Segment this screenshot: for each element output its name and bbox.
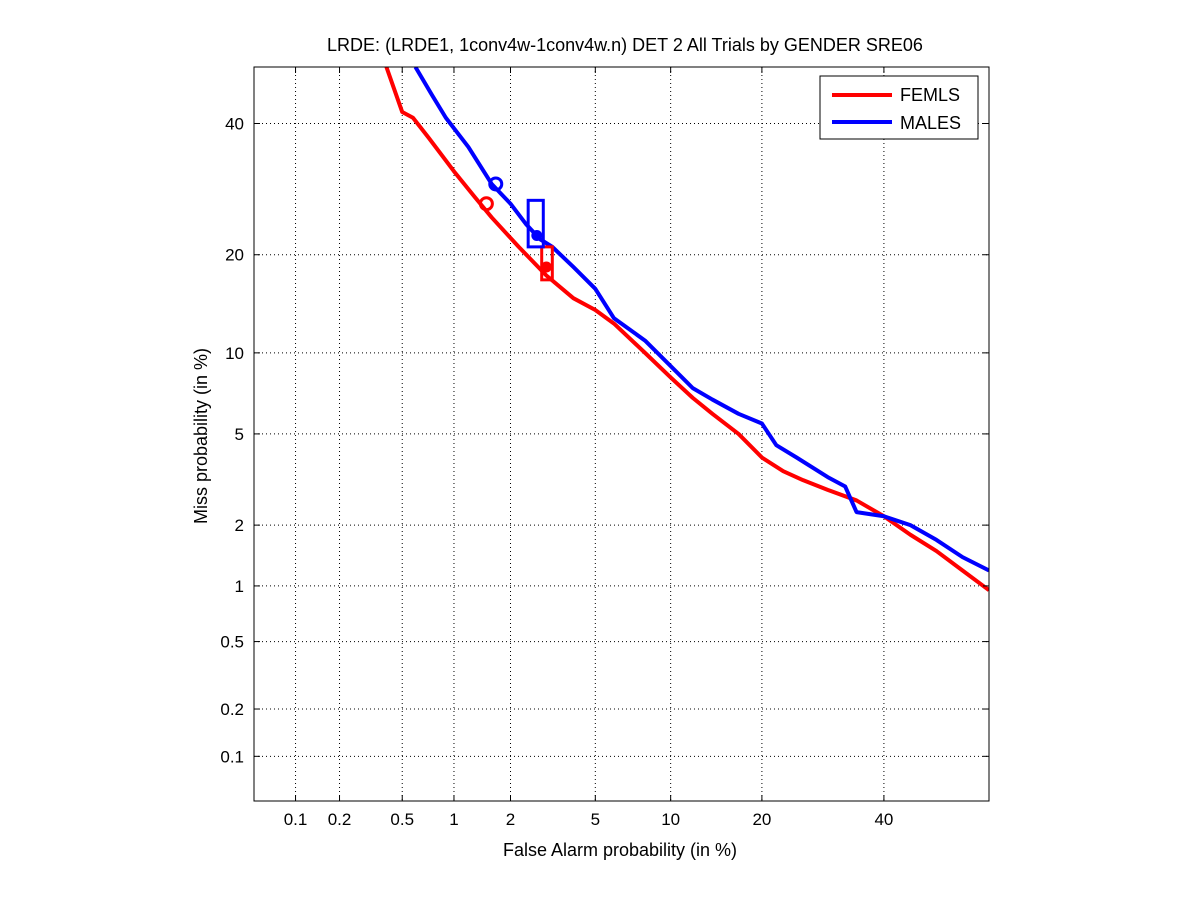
min-dcf-circle-males — [488, 176, 504, 192]
x-tick-label: 20 — [752, 810, 771, 829]
grid-lines — [254, 67, 989, 801]
act-dcf-box-males — [526, 198, 545, 249]
min-dcf-circle-femls — [478, 196, 494, 212]
legend-label-femls: FEMLS — [900, 85, 960, 105]
x-tick-label: 40 — [874, 810, 893, 829]
x-tick-label: 1 — [449, 810, 458, 829]
act-dcf-box-femls — [540, 245, 554, 282]
x-tick-label: 0.5 — [390, 810, 414, 829]
chart-title: LRDE: (LRDE1, 1conv4w-1conv4w.n) DET 2 A… — [327, 35, 923, 55]
axis-ticks: 0.1 0.2 0.5 1 2 5 10 20 40 0.1 0.2 0.5 1 2 5 10 20 40 — [220, 67, 989, 829]
y-tick-label: 2 — [235, 516, 244, 535]
y-tick-label: 0.5 — [220, 633, 244, 652]
y-tick-label: 0.1 — [220, 747, 244, 766]
y-tick-label: 0.2 — [220, 700, 244, 719]
y-tick-label: 5 — [235, 425, 244, 444]
y-tick-label: 20 — [225, 246, 244, 265]
act-dcf-point-femls — [540, 261, 552, 273]
y-tick-label: 10 — [225, 344, 244, 363]
legend: FEMLS MALES — [819, 75, 979, 140]
series-line-males — [413, 67, 989, 573]
y-tick-label: 40 — [225, 115, 244, 134]
series-line-femls — [384, 67, 989, 592]
x-tick-label: 0.2 — [328, 810, 352, 829]
series-lines — [384, 67, 989, 592]
x-tick-label: 5 — [591, 810, 600, 829]
legend-box — [819, 75, 979, 140]
x-axis-title: False Alarm probability (in %) — [503, 840, 737, 860]
legend-label-males: MALES — [900, 113, 961, 133]
act-dcf-point-males — [531, 230, 543, 242]
y-axis-title: Miss probability (in %) — [191, 348, 211, 524]
x-tick-label: 10 — [661, 810, 680, 829]
operating-point-markers — [478, 176, 554, 282]
x-tick-label: 0.1 — [284, 810, 308, 829]
x-tick-label: 2 — [506, 810, 515, 829]
y-tick-label: 1 — [235, 577, 244, 596]
